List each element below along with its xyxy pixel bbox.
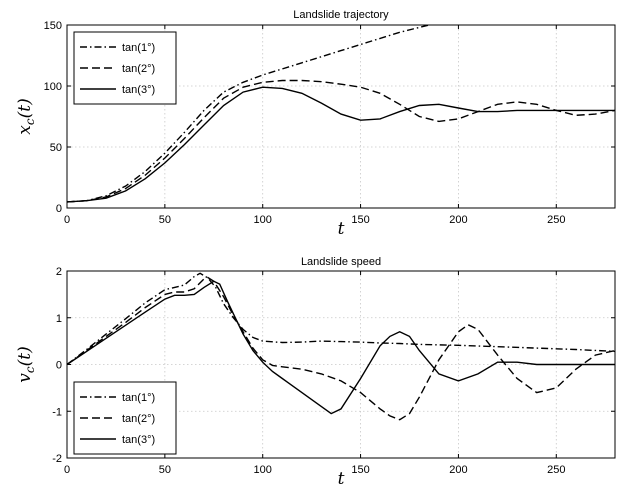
x-tick-label: 150 [351, 214, 369, 226]
x-tick-label: 200 [449, 464, 467, 476]
series-line-3 [67, 280, 615, 415]
y-tick-label: -2 [52, 453, 62, 465]
y-tick-label: -1 [52, 406, 62, 418]
x-axis-label: t [338, 219, 345, 239]
x-tick-label: 250 [547, 214, 565, 226]
x-tick-label: 50 [159, 214, 171, 226]
y-tick-label: 2 [56, 266, 62, 278]
chart-title: Landslide trajectory [293, 9, 389, 21]
legend: tan(1°) tan(2°) tan(3°) [73, 31, 177, 105]
chart-panel-2: 0 50 100 150 200 250 -2 -1 0 1 2 Landslide speed t vc… [15, 256, 616, 489]
series-line-3 [67, 86, 615, 203]
legend-box [73, 31, 177, 105]
y-tick-label: 50 [50, 142, 62, 154]
x-tick-label: 100 [254, 464, 272, 476]
legend-label-1: tan(1°) [122, 392, 155, 404]
legend-label-2: tan(2°) [122, 413, 155, 425]
chart-title: Landslide speed [301, 256, 381, 268]
series-line-1 [67, 272, 615, 366]
x-tick-label: 50 [159, 464, 171, 476]
legend-label-3: tan(3°) [122, 434, 155, 446]
x-tick-label: 250 [547, 464, 565, 476]
legend-label-1: tan(1°) [122, 42, 155, 54]
series-line-2 [67, 79, 615, 203]
chart-panel-1: 0 50 100 150 200 250 0 50 100 150 Landslide trajec… [15, 9, 616, 239]
series-line-2 [67, 276, 615, 421]
x-tick-label: 100 [254, 214, 272, 226]
legend-box [73, 381, 177, 455]
y-tick-label: 100 [44, 81, 62, 93]
y-tick-label: 150 [44, 20, 62, 32]
x-axis-label: t [338, 469, 345, 489]
legend-label-2: tan(2°) [122, 63, 155, 75]
x-tick-label: 0 [64, 464, 70, 476]
plot-frame [66, 24, 616, 209]
legend: tan(1°) tan(2°) tan(3°) [73, 381, 177, 455]
y-tick-label: 1 [56, 313, 62, 325]
x-tick-label: 150 [351, 464, 369, 476]
y-tick-label: 0 [56, 203, 62, 215]
y-axis-label: xc(t) [15, 98, 37, 134]
y-axis-label: vc(t) [15, 346, 37, 382]
legend-label-3: tan(3°) [122, 84, 155, 96]
x-tick-label: 0 [64, 214, 70, 226]
y-tick-label: 0 [56, 360, 62, 372]
x-tick-label: 200 [449, 214, 467, 226]
